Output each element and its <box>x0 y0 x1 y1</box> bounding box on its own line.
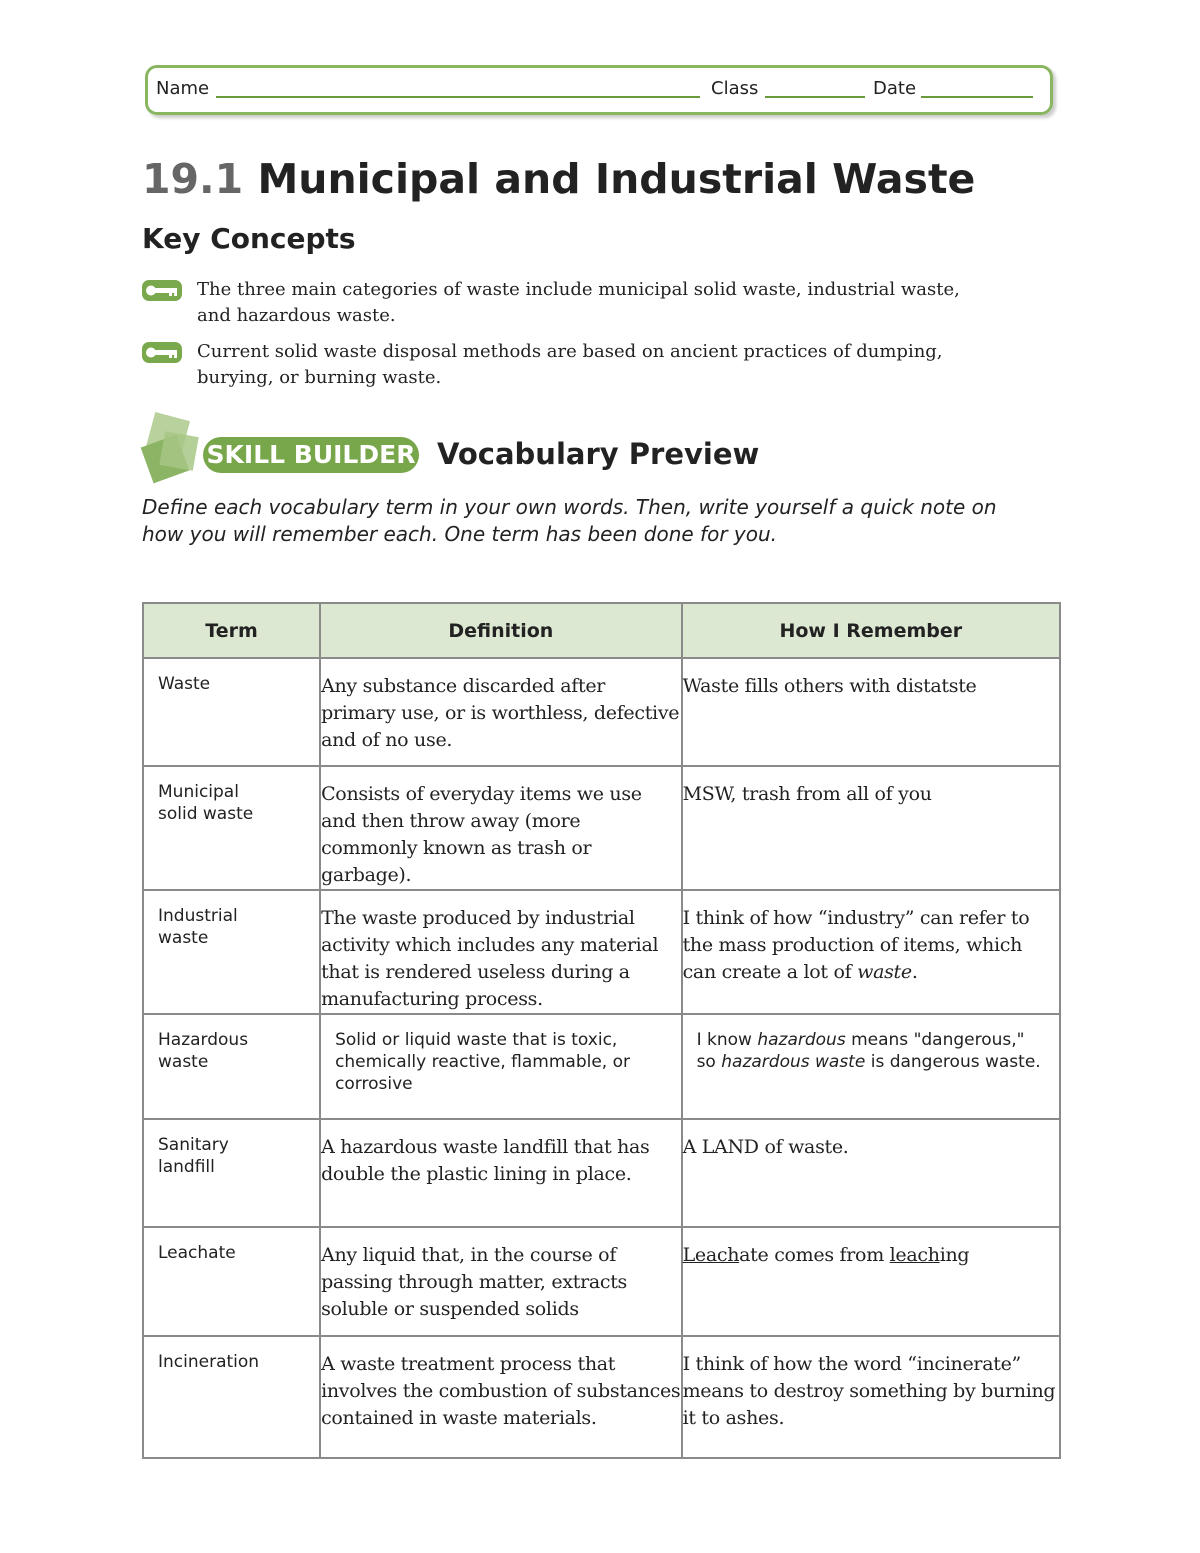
date-line <box>921 96 1033 98</box>
text-run: I think of how “industry” can refer to t… <box>682 907 1030 983</box>
text-cell: I know hazardous means "dangerous," so h… <box>680 1013 1062 1120</box>
table-row: Municipal solid waste Consists of everyda… <box>141 765 1062 891</box>
class-label: Class <box>711 78 759 99</box>
text-cell: The waste produced by industrial activit… <box>319 889 683 1015</box>
instructions: Define each vocabulary term in your own … <box>142 495 997 546</box>
table-row: Leachate Any liquid that, in the course o… <box>141 1226 1062 1337</box>
text-run: leach <box>889 1244 940 1266</box>
table-row: Industrial waste The waste produced by in… <box>141 889 1062 1015</box>
key-icon <box>142 280 182 301</box>
column-header: Definition <box>319 602 683 659</box>
term-cell: Hazardous waste <box>141 1013 322 1120</box>
key-concept: Current solid waste disposal methods are… <box>197 341 943 388</box>
text-run: waste <box>857 961 912 983</box>
text-cell: A LAND of waste. <box>680 1118 1062 1228</box>
section-heading: Vocabulary Preview <box>437 437 760 471</box>
title-text: Municipal and Industrial Waste <box>257 155 976 203</box>
term-cell: Sanitary landfill <box>141 1118 322 1228</box>
text-run: means "dangerous," so <box>696 1030 1025 1072</box>
text-run: hazardous <box>757 1030 846 1050</box>
text-cell: Consists of everyday items we use and th… <box>319 765 683 891</box>
key-concepts-heading: Key Concepts <box>142 222 356 255</box>
title: 19.1 Municipal and Industrial Waste <box>142 155 975 203</box>
term-cell: Waste <box>141 657 322 767</box>
table-row: Incineration A waste treatment process th… <box>141 1335 1062 1459</box>
section-number: 19.1 <box>142 155 244 203</box>
text-run: I know <box>696 1030 758 1050</box>
table-row: Sanitary landfill A hazardous waste landf… <box>141 1118 1062 1228</box>
text-cell: A hazardous waste landfill that has doub… <box>319 1118 683 1228</box>
text-cell: Any liquid that, in the course of passin… <box>319 1226 683 1337</box>
skill-builder-badge: SKILL BUILDER <box>203 437 419 473</box>
header-row: Term Definition How I Remember <box>141 602 1062 659</box>
header-box: Name Class Date <box>145 65 1053 115</box>
name-label: Name <box>156 78 210 99</box>
text-cell: MSW, trash from all of you <box>680 765 1062 891</box>
text-cell: Any substance discarded after primary us… <box>319 657 683 767</box>
text-cell: Solid or liquid waste that is toxic, che… <box>319 1013 683 1120</box>
text-cell: A waste treatment process that involves … <box>319 1335 683 1459</box>
text-run: ate comes from <box>739 1244 890 1266</box>
key-icon <box>142 342 182 363</box>
term-cell: Industrial waste <box>141 889 322 1015</box>
key-concept: The three main categories of waste inclu… <box>197 279 960 326</box>
table-row: Hazardous waste Solid or liquid waste tha… <box>141 1013 1062 1120</box>
class-line <box>765 96 865 98</box>
text-run: is dangerous waste. <box>865 1052 1041 1072</box>
text-cell: I think of how the word “incinerate” mea… <box>680 1335 1062 1459</box>
skill-builder-graphic <box>140 411 199 484</box>
table-row: Waste Any substance discarded after prima… <box>141 657 1062 767</box>
text-run: hazardous waste <box>721 1052 866 1072</box>
term-cell: Incineration <box>141 1335 322 1459</box>
column-header: Term <box>141 602 322 659</box>
text-run: ing <box>939 1244 970 1266</box>
text-cell: Waste fills others with distatste <box>680 657 1062 767</box>
name-line <box>216 96 700 98</box>
text-cell: Leachate comes from leaching <box>680 1226 1062 1337</box>
text-cell: I think of how “industry” can refer to t… <box>680 889 1062 1015</box>
text-run: Leach <box>682 1244 740 1266</box>
term-cell: Municipal solid waste <box>141 765 322 891</box>
term-cell: Leachate <box>141 1226 322 1337</box>
column-header: How I Remember <box>680 602 1062 659</box>
vocabulary-table: Term Definition How I Remember Waste Any su… <box>141 602 1062 1459</box>
date-label: Date <box>873 78 917 99</box>
text-run: . <box>911 961 918 983</box>
